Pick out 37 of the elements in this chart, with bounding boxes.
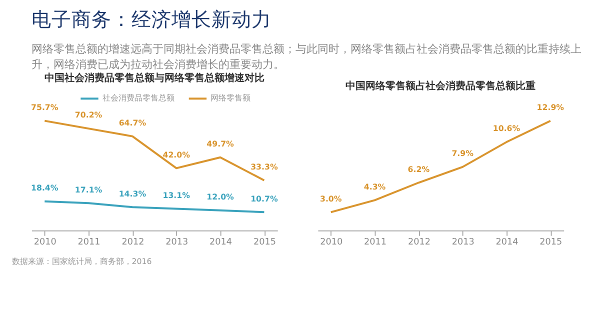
data-label: 10.7% <box>250 194 278 204</box>
x-tick-label: 2015 <box>253 238 276 248</box>
data-label: 3.0% <box>320 194 342 204</box>
x-tick-label: 2011 <box>78 238 100 248</box>
x-tick-label: 2012 <box>122 238 144 248</box>
data-label: 42.0% <box>162 150 190 160</box>
data-label: 70.2% <box>74 110 102 120</box>
data-label: 17.1% <box>74 185 102 194</box>
x-tick-label: 2010 <box>34 238 57 248</box>
legend-label: 社会消费品零售总额 <box>102 94 174 103</box>
data-label: 14.3% <box>118 189 146 198</box>
chart-title: 中国社会消费品零售总额与网络零售总额增速对比 <box>44 72 264 84</box>
text: 电子商务：经济增长新动力 <box>31 8 272 31</box>
data-label: 64.7% <box>118 118 146 128</box>
chart-title: 中国网络零售额占社会消费品零售总额比重 <box>346 80 536 92</box>
data-label: 49.7% <box>206 140 234 149</box>
x-tick-label: 2013 <box>452 238 474 248</box>
x-tick-label: 2015 <box>540 238 562 248</box>
data-label: 18.4% <box>31 184 58 193</box>
data-label: 75.7% <box>31 103 58 112</box>
data-label: 10.6% <box>492 124 520 134</box>
legend-label: 网络零售额 <box>210 94 250 103</box>
data-label: 4.3% <box>364 182 386 192</box>
x-tick-label: 2014 <box>496 238 519 248</box>
data-label: 12.0% <box>206 192 234 202</box>
x-tick-label: 2012 <box>408 238 430 248</box>
data-label: 7.9% <box>452 149 474 158</box>
x-tick-label: 2013 <box>166 238 188 248</box>
data-label: 13.1% <box>162 190 190 200</box>
x-tick-label: 2014 <box>210 238 232 248</box>
x-tick-label: 2011 <box>364 238 387 248</box>
data-label: 33.3% <box>250 162 278 172</box>
data-label: 6.2% <box>408 164 430 174</box>
text: 网络零售总额的增速远高于同期社会消费品零售总额；与此同时，网络零售额占社会消费品零售总额的比重持续上升，网络消费已成为拉动社会消费增长的重要动力。 <box>31 42 582 72</box>
data-label: 12.9% <box>536 103 564 112</box>
source-note: 数据来源：国家统计局，商务部，2016 <box>12 256 152 266</box>
x-tick-label: 2010 <box>320 238 343 248</box>
